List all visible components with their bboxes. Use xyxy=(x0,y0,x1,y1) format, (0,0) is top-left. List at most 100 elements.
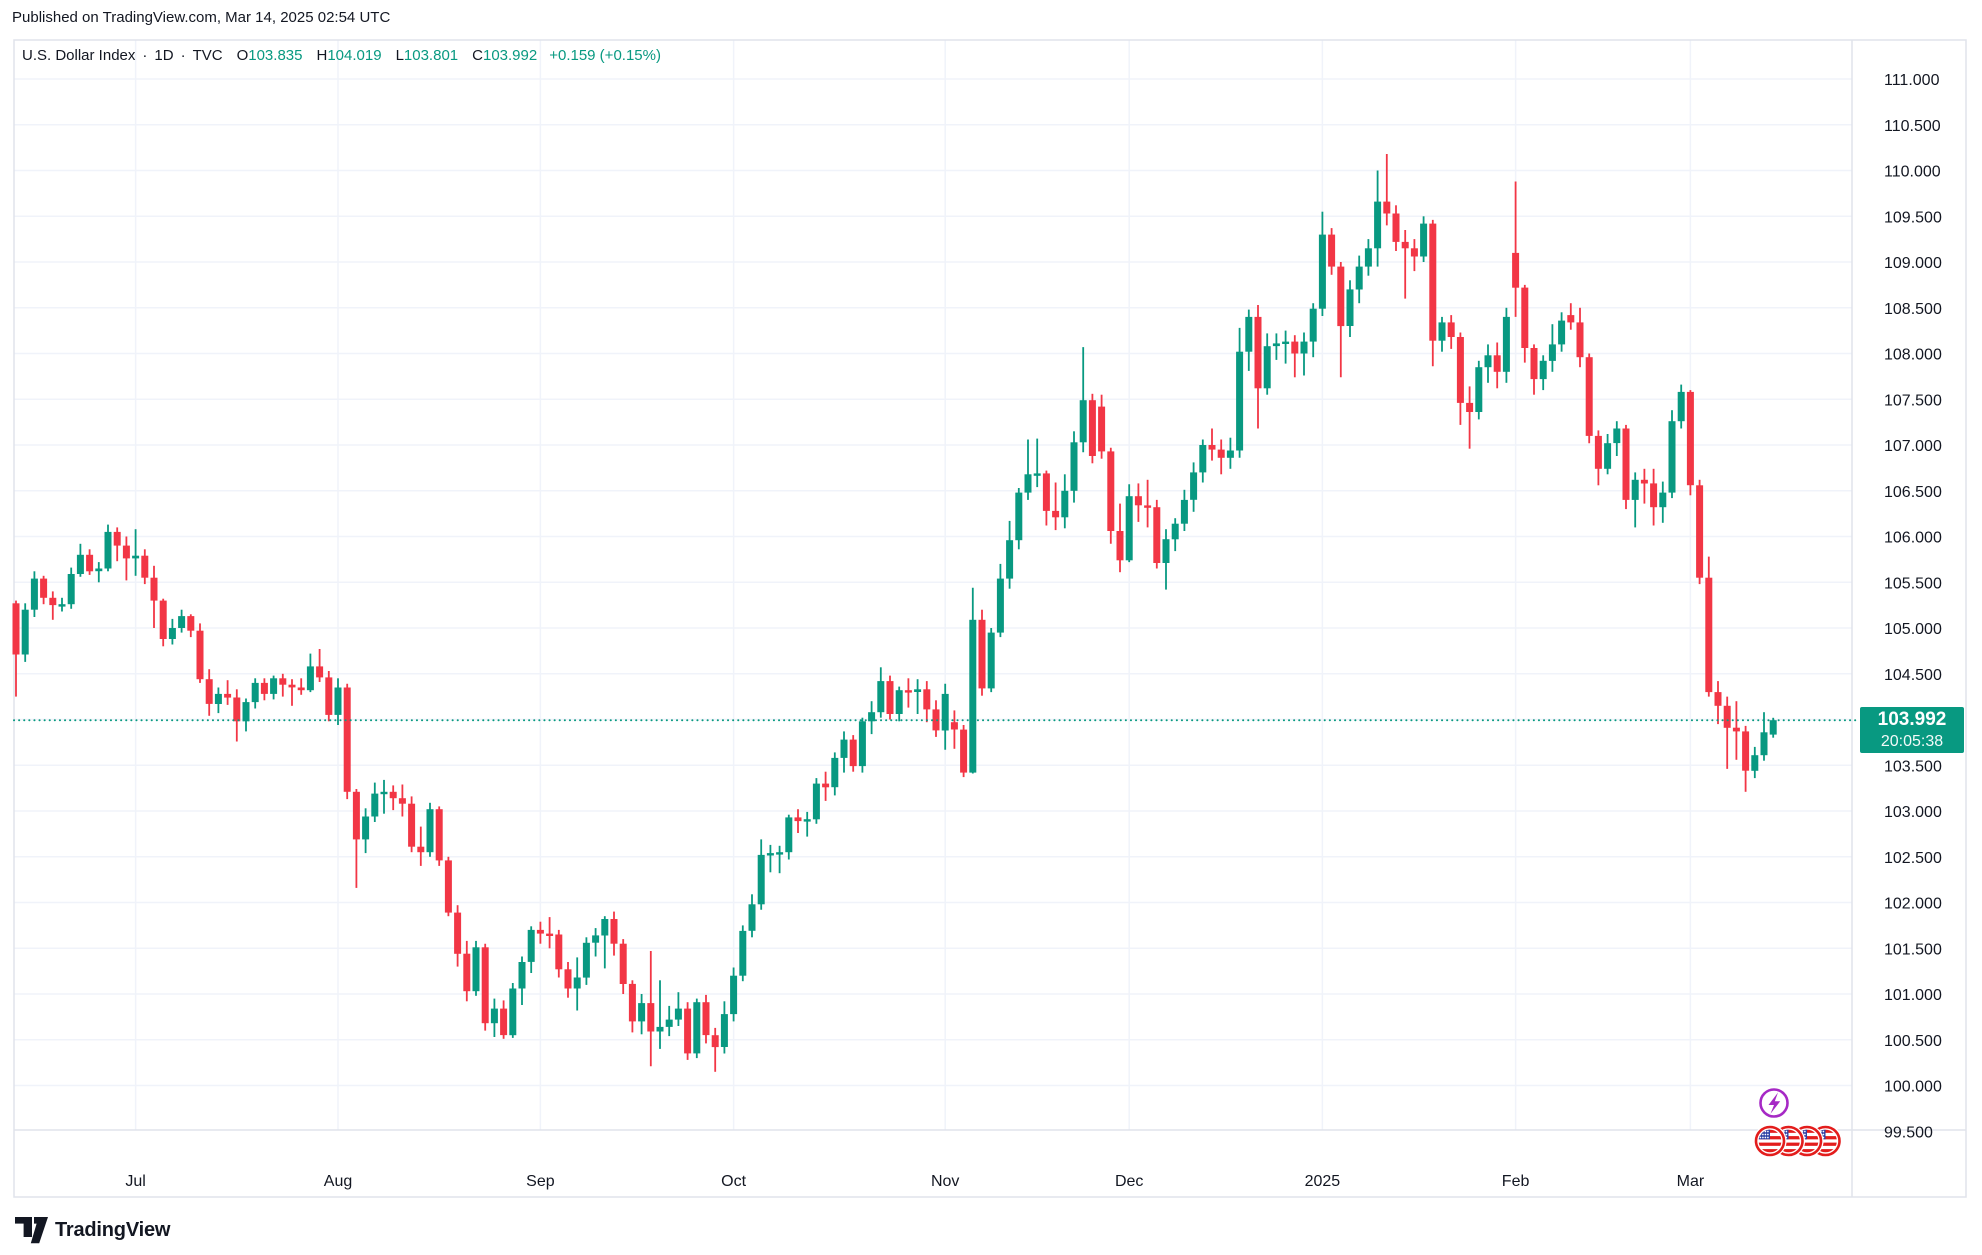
time-tick-label[interactable]: Feb xyxy=(1502,1173,1530,1190)
candle-body xyxy=(1466,402,1474,412)
candle-body xyxy=(1199,445,1207,473)
candle-body xyxy=(674,1008,682,1020)
tradingview-attribution[interactable]: TradingView xyxy=(15,1216,170,1244)
time-tick-label[interactable]: Jul xyxy=(125,1173,145,1190)
candle-body xyxy=(40,578,48,598)
symbol-legend[interactable]: U.S. Dollar Index · 1D · TVC O103.835 H104.019… xyxy=(22,47,661,64)
candle-body xyxy=(776,852,784,855)
price-tick-label[interactable]: 101.000 xyxy=(1884,987,1942,1004)
price-tick-label[interactable]: 101.500 xyxy=(1884,941,1942,958)
time-tick-label[interactable]: Oct xyxy=(721,1173,746,1190)
candle-body xyxy=(1282,341,1290,344)
candle-body xyxy=(472,947,480,992)
time-tick-label[interactable]: Dec xyxy=(1115,1173,1143,1190)
candle-body xyxy=(730,975,738,1015)
candle-body xyxy=(1539,360,1547,380)
candle-body xyxy=(914,689,922,692)
price-tick-label[interactable]: 106.500 xyxy=(1884,484,1942,501)
candle-body xyxy=(132,555,140,559)
candle-body xyxy=(1760,732,1768,756)
candle-body xyxy=(573,977,581,989)
price-tick-label[interactable]: 103.000 xyxy=(1884,804,1942,821)
price-tick-label[interactable]: 108.500 xyxy=(1884,301,1942,318)
candle-body xyxy=(417,846,425,853)
candle-body xyxy=(582,942,590,978)
price-tick-label[interactable]: 103.500 xyxy=(1884,758,1942,775)
candle-body xyxy=(1180,499,1188,524)
candle-body xyxy=(297,687,305,691)
price-tick-label[interactable]: 105.500 xyxy=(1884,575,1942,592)
price-tick-label[interactable]: 100.500 xyxy=(1884,1033,1942,1050)
candle-body xyxy=(1144,505,1152,508)
time-tick-label[interactable]: Sep xyxy=(526,1173,555,1190)
price-tick-label[interactable]: 111.000 xyxy=(1884,72,1940,89)
symbol-name[interactable]: U.S. Dollar Index xyxy=(22,47,136,64)
candle-body xyxy=(168,628,176,639)
candle-body xyxy=(693,1002,701,1054)
time-tick-label[interactable]: Aug xyxy=(324,1173,352,1190)
candle-body xyxy=(1613,428,1621,444)
candle-body xyxy=(886,681,894,714)
candle-body xyxy=(1751,755,1759,771)
exchange-label[interactable]: TVC xyxy=(192,47,223,64)
candle-body xyxy=(1714,692,1722,706)
candle-body xyxy=(334,687,342,715)
candle-body xyxy=(224,693,232,698)
candle-body xyxy=(592,935,600,943)
candle-body xyxy=(546,933,554,936)
candle-body xyxy=(1162,539,1170,563)
time-tick-label[interactable]: Nov xyxy=(931,1173,959,1190)
time-tick-label[interactable]: Mar xyxy=(1677,1173,1705,1190)
candle-body xyxy=(1328,234,1336,267)
candle-body xyxy=(739,930,747,976)
realtime-flash-icon[interactable] xyxy=(1759,1088,1789,1118)
candle-body xyxy=(1355,266,1363,290)
candle-body xyxy=(684,1008,692,1054)
ohlc-open: O103.835 xyxy=(236,47,303,64)
price-tick-label[interactable]: 109.000 xyxy=(1884,255,1942,272)
candle-body xyxy=(1318,234,1326,309)
price-tick-label[interactable]: 105.000 xyxy=(1884,621,1942,638)
candle-body xyxy=(1438,322,1446,341)
bar-countdown-timer: 20:05:38 xyxy=(1880,733,1944,750)
price-tick-label[interactable]: 106.000 xyxy=(1884,530,1942,547)
last-price-badge: 103.992 20:05:38 xyxy=(1860,707,1964,753)
candle-body xyxy=(12,603,20,655)
candle-body xyxy=(463,953,471,992)
chart-border xyxy=(13,39,1967,1198)
candle-body xyxy=(969,619,977,773)
ohlc-high: H104.019 xyxy=(316,47,382,64)
price-tick-label[interactable]: 100.000 xyxy=(1884,1079,1942,1096)
price-tick-label[interactable]: 99.500 xyxy=(1884,1124,1933,1141)
price-tick-label[interactable]: 104.500 xyxy=(1884,667,1942,684)
price-tick-label[interactable]: 110.500 xyxy=(1884,118,1941,135)
candle-body xyxy=(628,983,636,1022)
legend-separator2: · xyxy=(180,47,186,64)
price-tick-label[interactable]: 110.000 xyxy=(1884,164,1941,181)
candle-body xyxy=(1033,473,1041,476)
candle-body xyxy=(1107,451,1115,531)
price-tick-label[interactable]: 102.500 xyxy=(1884,850,1942,867)
candle-body xyxy=(1447,322,1455,337)
tradingview-logo-icon xyxy=(15,1217,48,1244)
price-tick-label[interactable]: 108.000 xyxy=(1884,347,1942,364)
symbol-flags-icon[interactable] xyxy=(1753,1124,1843,1158)
candle-body xyxy=(1374,201,1382,249)
candle-body xyxy=(895,690,903,714)
candle-body xyxy=(812,783,820,820)
candle-body xyxy=(1548,344,1556,361)
candle-body xyxy=(1364,248,1372,267)
price-tick-label[interactable]: 109.500 xyxy=(1884,209,1942,226)
candle-body xyxy=(1677,391,1685,422)
price-tick-label[interactable]: 102.000 xyxy=(1884,896,1942,913)
time-tick-label[interactable]: 2025 xyxy=(1305,1173,1341,1190)
candle-body xyxy=(1521,287,1529,348)
price-tick-label[interactable]: 107.000 xyxy=(1884,438,1942,455)
candle-body xyxy=(1512,252,1520,288)
interval-label[interactable]: 1D xyxy=(154,47,174,64)
candle-body xyxy=(748,904,756,931)
price-tick-label[interactable]: 107.500 xyxy=(1884,392,1942,409)
candle-body xyxy=(1245,316,1253,352)
